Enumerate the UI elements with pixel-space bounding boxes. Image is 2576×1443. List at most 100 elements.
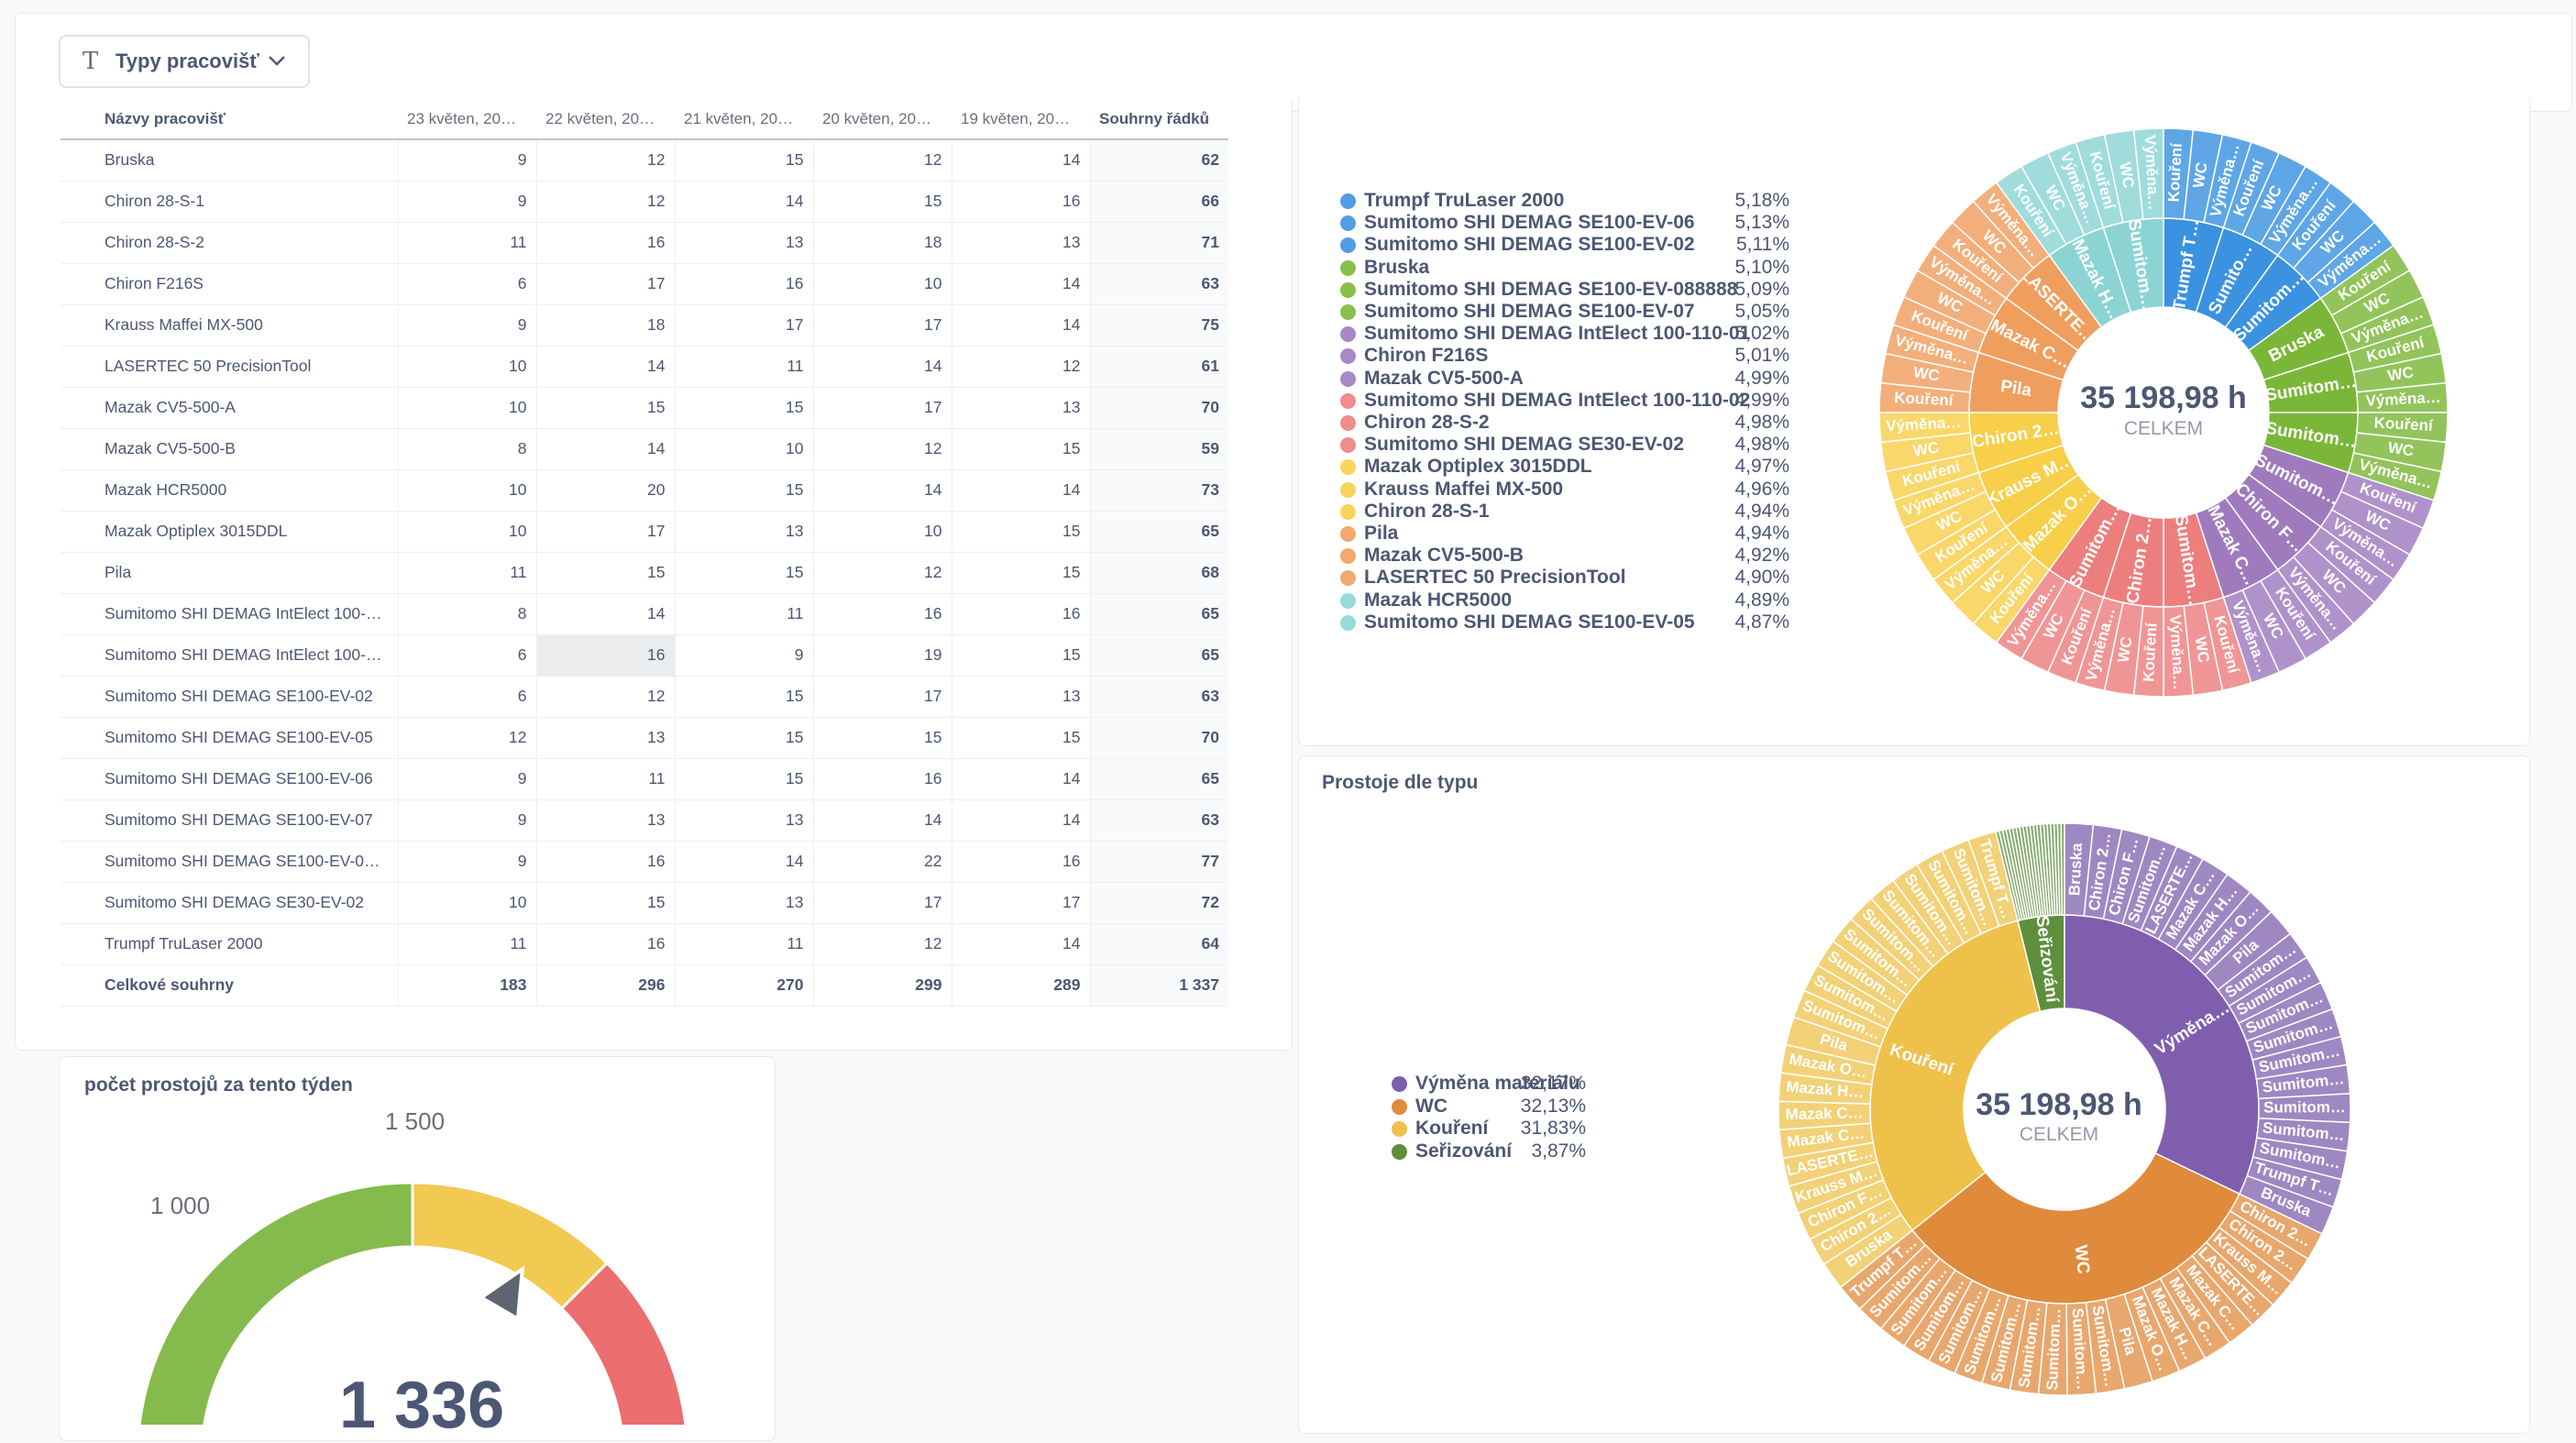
value-cell[interactable]: 296 <box>536 964 676 1007</box>
value-cell[interactable]: 10 <box>398 387 537 429</box>
row-total-cell[interactable]: 66 <box>1090 181 1228 223</box>
value-cell[interactable]: 9 <box>398 799 537 842</box>
value-cell[interactable]: 15 <box>952 552 1091 594</box>
value-cell[interactable]: 19 <box>813 634 952 677</box>
value-cell[interactable]: 10 <box>398 469 537 512</box>
row-total-cell[interactable]: 63 <box>1090 799 1228 842</box>
value-cell[interactable]: 15 <box>675 387 814 429</box>
value-cell[interactable]: 15 <box>536 387 676 429</box>
value-cell[interactable]: 17 <box>813 387 952 429</box>
value-cell[interactable]: 8 <box>398 428 537 470</box>
value-cell[interactable]: 14 <box>536 428 676 470</box>
value-cell[interactable]: 9 <box>398 304 537 347</box>
value-cell[interactable]: 16 <box>813 593 952 635</box>
value-cell[interactable]: 14 <box>952 923 1091 965</box>
value-cell[interactable]: 11 <box>675 923 814 965</box>
value-cell[interactable]: 12 <box>813 428 952 470</box>
value-cell[interactable]: 12 <box>813 139 952 182</box>
value-cell[interactable]: 13 <box>952 222 1091 264</box>
value-cell[interactable]: 17 <box>536 263 676 305</box>
value-cell[interactable]: 11 <box>398 222 537 264</box>
row-total-cell[interactable]: 75 <box>1090 304 1228 347</box>
value-cell[interactable]: 8 <box>398 593 537 635</box>
value-cell[interactable]: 13 <box>675 882 814 924</box>
column-header-row-totals[interactable]: Souhrny řádků <box>1090 99 1228 140</box>
value-cell[interactable]: 15 <box>952 428 1091 470</box>
value-cell[interactable]: 14 <box>813 469 952 512</box>
value-cell[interactable]: 14 <box>952 469 1091 512</box>
value-cell[interactable]: 12 <box>398 717 537 759</box>
value-cell[interactable]: 183 <box>398 964 537 1007</box>
value-cell[interactable]: 12 <box>952 346 1091 388</box>
value-cell[interactable]: 16 <box>952 841 1091 883</box>
row-total-cell[interactable]: 70 <box>1090 387 1228 429</box>
column-header-date[interactable]: 19 květen, 20… <box>952 99 1090 140</box>
value-cell[interactable]: 9 <box>398 758 537 800</box>
value-cell[interactable]: 16 <box>536 923 676 965</box>
value-cell[interactable]: 12 <box>813 552 952 594</box>
row-total-cell[interactable]: 65 <box>1090 634 1228 677</box>
value-cell[interactable]: 270 <box>675 964 814 1007</box>
value-cell[interactable]: 16 <box>952 181 1091 223</box>
value-cell[interactable]: 15 <box>675 469 814 512</box>
value-cell[interactable]: 10 <box>813 263 952 305</box>
value-cell[interactable]: 17 <box>952 882 1091 924</box>
column-header-date[interactable]: 23 květen, 20… <box>398 99 536 140</box>
row-total-cell[interactable]: 65 <box>1090 593 1228 635</box>
value-cell[interactable]: 10 <box>675 428 814 470</box>
value-cell[interactable]: 15 <box>675 139 814 182</box>
value-cell[interactable]: 9 <box>398 841 537 883</box>
value-cell[interactable]: 6 <box>398 634 537 677</box>
row-total-cell[interactable]: 70 <box>1090 717 1228 759</box>
value-cell[interactable]: 16 <box>536 841 676 883</box>
column-header-workplace[interactable]: Názvy pracovišť <box>61 99 398 140</box>
value-cell[interactable]: 13 <box>536 717 676 759</box>
row-total-cell[interactable]: 59 <box>1090 428 1228 470</box>
value-cell[interactable]: 15 <box>675 552 814 594</box>
row-total-cell[interactable]: 65 <box>1090 511 1228 553</box>
value-cell[interactable]: 6 <box>398 263 537 305</box>
value-cell[interactable]: 22 <box>813 841 952 883</box>
value-cell[interactable]: 15 <box>675 717 814 759</box>
value-cell[interactable]: 13 <box>952 676 1091 718</box>
sunburst1-outer-slice[interactable] <box>2132 127 2164 220</box>
value-cell[interactable]: 299 <box>813 964 952 1007</box>
sunburst2-outer-slice[interactable] <box>2060 822 2065 916</box>
value-cell[interactable]: 15 <box>952 511 1091 553</box>
row-total-cell[interactable]: 65 <box>1090 758 1228 800</box>
value-cell[interactable]: 17 <box>813 882 952 924</box>
value-cell[interactable]: 14 <box>952 304 1091 347</box>
row-total-cell[interactable]: 68 <box>1090 552 1228 594</box>
row-total-cell[interactable]: 62 <box>1090 139 1228 182</box>
value-cell[interactable]: 18 <box>813 222 952 264</box>
value-cell[interactable]: 15 <box>952 717 1091 759</box>
workplace-type-filter[interactable]: T Typy pracovišť <box>59 35 310 88</box>
value-cell[interactable]: 13 <box>675 222 814 264</box>
value-cell[interactable]: 11 <box>675 346 814 388</box>
column-header-date[interactable]: 22 květen, 20… <box>536 99 675 140</box>
value-cell[interactable]: 15 <box>675 676 814 718</box>
value-cell[interactable]: 12 <box>813 923 952 965</box>
value-cell[interactable]: 15 <box>952 634 1091 677</box>
value-cell[interactable]: 10 <box>398 882 537 924</box>
value-cell[interactable]: 20 <box>536 469 676 512</box>
value-cell[interactable]: 17 <box>675 304 814 347</box>
value-cell[interactable]: 6 <box>398 676 537 718</box>
value-cell[interactable]: 16 <box>675 263 814 305</box>
value-cell[interactable]: 12 <box>536 676 676 718</box>
value-cell[interactable]: 9 <box>675 634 814 677</box>
value-cell[interactable]: 14 <box>952 139 1091 182</box>
value-cell[interactable]: 11 <box>536 758 676 800</box>
value-cell[interactable]: 18 <box>536 304 676 347</box>
value-cell[interactable]: 15 <box>536 552 676 594</box>
value-cell[interactable]: 16 <box>536 222 676 264</box>
value-cell[interactable]: 17 <box>813 676 952 718</box>
value-cell[interactable]: 14 <box>952 799 1091 842</box>
value-cell[interactable]: 11 <box>398 552 537 594</box>
row-total-cell[interactable]: 1 337 <box>1090 964 1228 1007</box>
row-total-cell[interactable]: 61 <box>1090 346 1228 388</box>
row-total-cell[interactable]: 64 <box>1090 923 1228 965</box>
column-header-date[interactable]: 21 květen, 20… <box>675 99 813 140</box>
row-total-cell[interactable]: 77 <box>1090 841 1228 883</box>
row-total-cell[interactable]: 71 <box>1090 222 1228 264</box>
